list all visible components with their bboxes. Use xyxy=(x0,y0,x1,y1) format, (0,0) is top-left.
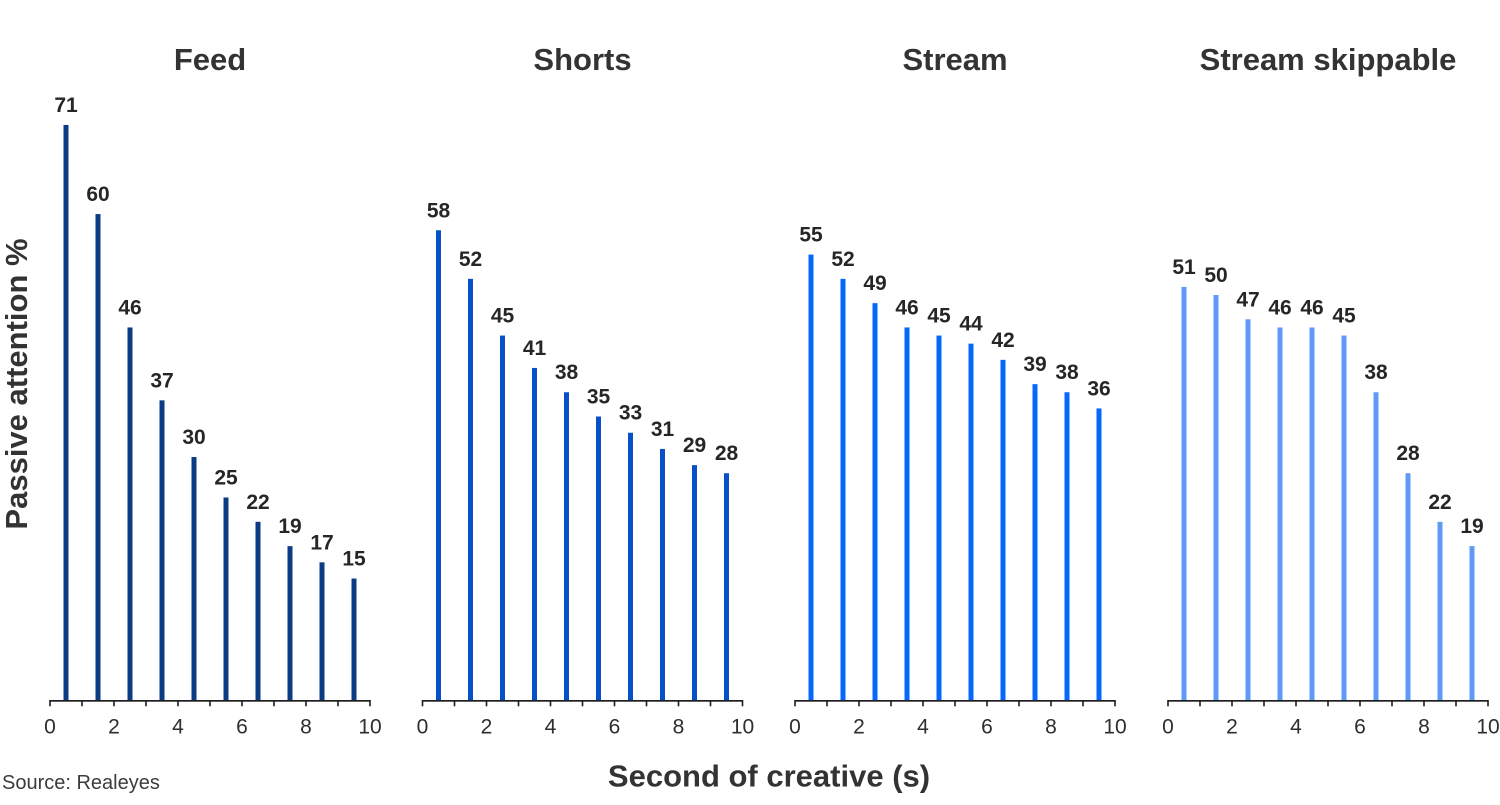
svg-text:37: 37 xyxy=(150,369,173,392)
svg-text:38: 38 xyxy=(555,361,579,384)
svg-text:46: 46 xyxy=(1300,296,1323,319)
svg-text:Second of creative (s): Second of creative (s) xyxy=(608,759,930,794)
svg-text:45: 45 xyxy=(491,305,515,328)
svg-text:29: 29 xyxy=(683,434,706,457)
svg-text:51: 51 xyxy=(1172,256,1196,279)
svg-text:0: 0 xyxy=(1162,716,1174,739)
svg-text:4: 4 xyxy=(172,716,184,739)
svg-text:19: 19 xyxy=(278,515,301,538)
svg-text:6: 6 xyxy=(981,716,993,739)
svg-text:2: 2 xyxy=(1226,716,1238,739)
svg-text:28: 28 xyxy=(1396,442,1420,465)
svg-text:10: 10 xyxy=(731,716,754,739)
svg-text:42: 42 xyxy=(991,329,1014,352)
svg-text:39: 39 xyxy=(1023,353,1046,376)
svg-text:22: 22 xyxy=(1428,491,1451,514)
svg-text:10: 10 xyxy=(1476,716,1499,739)
svg-text:Passive attention %: Passive attention % xyxy=(0,238,34,529)
svg-text:28: 28 xyxy=(715,442,739,465)
svg-text:50: 50 xyxy=(1204,264,1227,287)
svg-text:35: 35 xyxy=(587,386,611,409)
svg-text:38: 38 xyxy=(1364,361,1388,384)
svg-text:Stream skippable: Stream skippable xyxy=(1200,42,1457,77)
svg-text:46: 46 xyxy=(895,296,918,319)
svg-text:47: 47 xyxy=(1236,288,1259,311)
svg-text:2: 2 xyxy=(853,716,865,739)
svg-text:45: 45 xyxy=(1332,305,1356,328)
svg-text:Stream: Stream xyxy=(902,42,1007,77)
svg-text:15: 15 xyxy=(342,548,366,571)
svg-text:2: 2 xyxy=(481,716,493,739)
svg-text:46: 46 xyxy=(118,296,141,319)
svg-text:8: 8 xyxy=(1045,716,1057,739)
svg-text:0: 0 xyxy=(44,716,56,739)
svg-text:58: 58 xyxy=(427,199,451,222)
svg-text:31: 31 xyxy=(651,418,675,441)
svg-text:0: 0 xyxy=(417,716,429,739)
svg-text:19: 19 xyxy=(1460,515,1483,538)
svg-text:Source: Realeyes: Source: Realeyes xyxy=(2,772,160,794)
svg-text:4: 4 xyxy=(1290,716,1302,739)
svg-text:45: 45 xyxy=(927,305,951,328)
svg-text:8: 8 xyxy=(300,716,312,739)
svg-text:60: 60 xyxy=(86,183,109,206)
svg-text:6: 6 xyxy=(236,716,248,739)
svg-text:4: 4 xyxy=(917,716,929,739)
svg-text:8: 8 xyxy=(1418,716,1430,739)
svg-text:38: 38 xyxy=(1055,361,1079,384)
svg-text:49: 49 xyxy=(863,272,886,295)
svg-text:41: 41 xyxy=(523,337,547,360)
svg-text:30: 30 xyxy=(182,426,205,449)
svg-text:55: 55 xyxy=(799,224,823,247)
svg-text:10: 10 xyxy=(1103,716,1126,739)
svg-text:2: 2 xyxy=(108,716,120,739)
svg-text:Feed: Feed xyxy=(174,42,246,77)
svg-text:6: 6 xyxy=(1354,716,1366,739)
svg-text:Shorts: Shorts xyxy=(533,42,631,77)
svg-text:52: 52 xyxy=(831,248,854,271)
svg-text:25: 25 xyxy=(214,467,238,490)
svg-text:52: 52 xyxy=(459,248,482,271)
svg-text:10: 10 xyxy=(358,716,381,739)
svg-text:33: 33 xyxy=(619,402,642,425)
svg-text:71: 71 xyxy=(54,94,78,117)
svg-text:4: 4 xyxy=(545,716,557,739)
svg-text:0: 0 xyxy=(789,716,801,739)
svg-text:22: 22 xyxy=(246,491,269,514)
svg-text:6: 6 xyxy=(609,716,621,739)
svg-text:46: 46 xyxy=(1268,296,1291,319)
svg-text:44: 44 xyxy=(959,313,983,336)
svg-text:17: 17 xyxy=(310,531,333,554)
svg-text:36: 36 xyxy=(1087,377,1110,400)
svg-text:8: 8 xyxy=(673,716,685,739)
